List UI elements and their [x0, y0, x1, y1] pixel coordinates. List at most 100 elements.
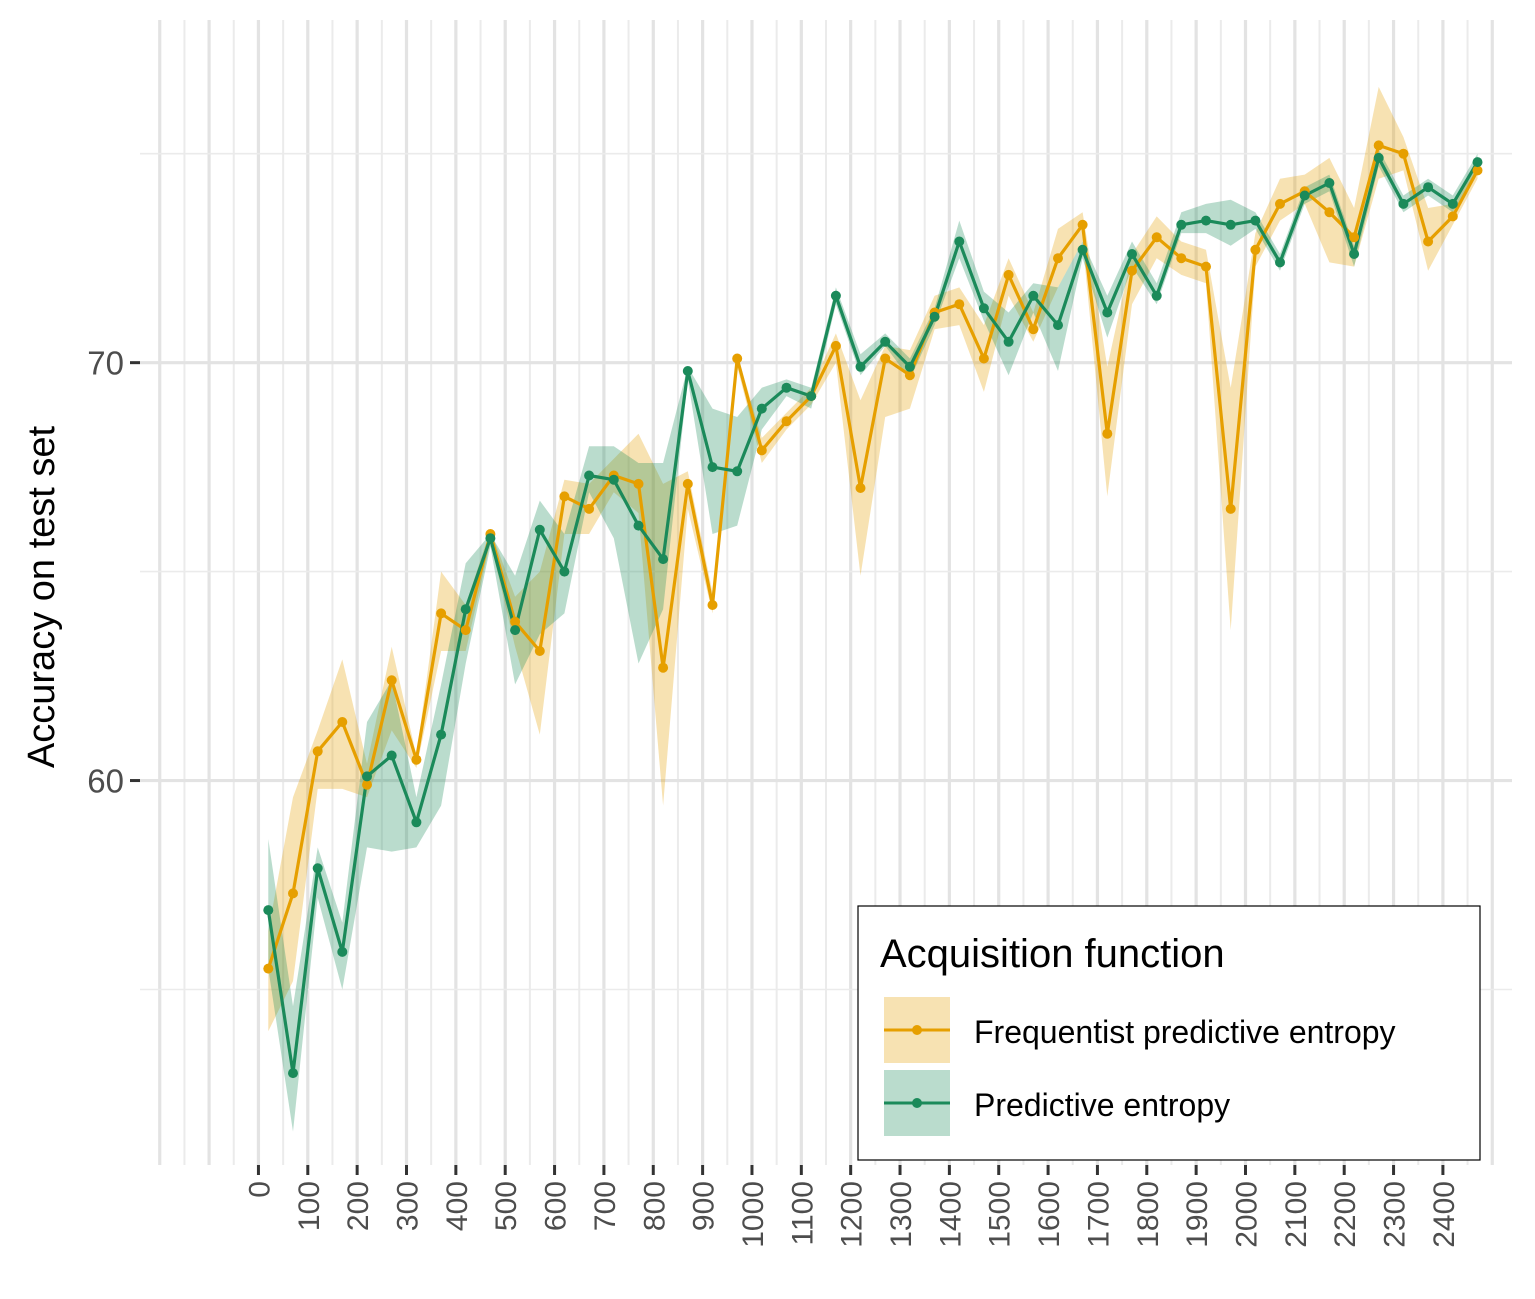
legend-item-frequentist: Frequentist predictive entropy	[884, 997, 1396, 1063]
point-series-0	[411, 754, 422, 765]
point-series-1	[1324, 178, 1335, 188]
point-series-0	[756, 445, 767, 456]
point-series-1	[1373, 152, 1384, 163]
point-series-0	[436, 608, 447, 619]
point-series-0	[337, 717, 348, 727]
point-series-0	[559, 491, 570, 502]
point-series-1	[658, 554, 669, 565]
point-series-1	[460, 604, 471, 615]
x-tick-label: 2000	[1231, 1181, 1264, 1248]
x-tick-label: 1000	[737, 1181, 770, 1248]
x-tick-label: 700	[589, 1181, 622, 1231]
point-series-1	[682, 366, 693, 376]
point-series-0	[1373, 140, 1384, 151]
point-series-1	[1053, 320, 1063, 331]
y-axis-title: Accuracy on test set	[21, 425, 63, 768]
legend-item-predictive: Predictive entropy	[884, 1070, 1230, 1136]
point-series-1	[1176, 219, 1187, 230]
x-tick-label: 300	[392, 1181, 425, 1231]
point-series-1	[312, 863, 323, 874]
point-series-0	[584, 503, 595, 514]
x-tick-label: 2400	[1428, 1181, 1461, 1248]
point-series-0	[855, 483, 866, 493]
point-series-1	[411, 817, 422, 828]
point-series-1	[781, 382, 792, 393]
point-series-1	[1398, 198, 1409, 209]
point-series-0	[1275, 198, 1285, 209]
point-series-1	[608, 474, 619, 485]
point-series-1	[806, 391, 817, 402]
x-tick-label: 2200	[1329, 1181, 1362, 1248]
point-series-0	[1398, 148, 1409, 159]
point-series-1	[1423, 182, 1434, 193]
legend-swatch-point-predictive	[912, 1098, 922, 1108]
point-series-1	[855, 361, 866, 372]
point-series-1	[1028, 290, 1039, 301]
point-series-0	[386, 675, 397, 686]
point-series-1	[1127, 249, 1137, 259]
point-series-0	[1447, 211, 1458, 222]
point-series-0	[1151, 232, 1162, 243]
point-series-0	[732, 353, 743, 364]
series-lines	[266, 143, 1479, 1075]
point-series-0	[1053, 253, 1063, 264]
point-series-1	[830, 290, 841, 301]
x-tick-label: 200	[342, 1181, 375, 1231]
point-series-0	[1176, 253, 1187, 264]
point-series-0	[1003, 269, 1014, 280]
point-series-1	[707, 462, 718, 473]
point-series-1	[954, 236, 965, 247]
point-series-1	[1077, 244, 1088, 255]
x-tick-label: 0	[243, 1181, 276, 1198]
point-series-0	[682, 478, 693, 489]
legend-title: Acquisition function	[880, 932, 1225, 976]
point-series-1	[485, 533, 496, 544]
point-series-0	[954, 299, 965, 310]
x-tick-label: 1100	[786, 1181, 819, 1246]
legend-label-frequentist: Frequentist predictive entropy	[974, 1014, 1396, 1050]
x-tick-label: 2300	[1379, 1181, 1412, 1248]
point-series-0	[460, 625, 471, 636]
point-series-0	[781, 416, 792, 427]
point-series-0	[1349, 232, 1360, 243]
point-series-1	[732, 466, 743, 477]
point-series-1	[1151, 290, 1162, 301]
point-series-1	[633, 520, 644, 531]
point-series-0	[707, 600, 718, 610]
point-series-1	[1275, 257, 1285, 268]
y-tick-label: 60	[87, 763, 124, 800]
point-series-0	[830, 340, 841, 351]
point-series-0	[1423, 236, 1434, 247]
point-series-1	[756, 403, 767, 414]
x-tick-label: 500	[490, 1181, 523, 1231]
point-series-1	[929, 311, 940, 322]
point-series-0	[904, 370, 915, 381]
point-series-0	[1225, 503, 1236, 514]
x-tick-label: 1700	[1082, 1181, 1115, 1248]
x-tick-label: 1900	[1181, 1181, 1214, 1248]
point-series-1	[584, 470, 595, 481]
point-series-1	[1472, 157, 1483, 168]
point-series-0	[1472, 165, 1483, 176]
point-series-0	[978, 353, 989, 364]
point-series-0	[1127, 265, 1137, 276]
x-tick-label: 100	[293, 1181, 326, 1231]
x-tick-label: 600	[540, 1181, 573, 1231]
x-tick-label: 1800	[1132, 1181, 1165, 1248]
line-series-1	[266, 156, 1479, 1075]
x-tick-label: 400	[441, 1181, 474, 1231]
point-series-1	[1201, 215, 1211, 226]
point-series-0	[362, 779, 372, 790]
point-series-1	[1299, 190, 1310, 201]
y-tick-label: 70	[87, 345, 124, 382]
point-series-0	[1201, 261, 1211, 272]
point-series-0	[1102, 428, 1113, 439]
point-series-1	[1102, 307, 1113, 318]
point-series-0	[1028, 324, 1039, 335]
point-series-0	[288, 888, 298, 899]
x-tick-label: 1600	[1033, 1181, 1066, 1248]
point-series-0	[1324, 207, 1335, 218]
x-tick-label: 1200	[836, 1181, 869, 1248]
x-tick-label: 2100	[1280, 1181, 1313, 1248]
